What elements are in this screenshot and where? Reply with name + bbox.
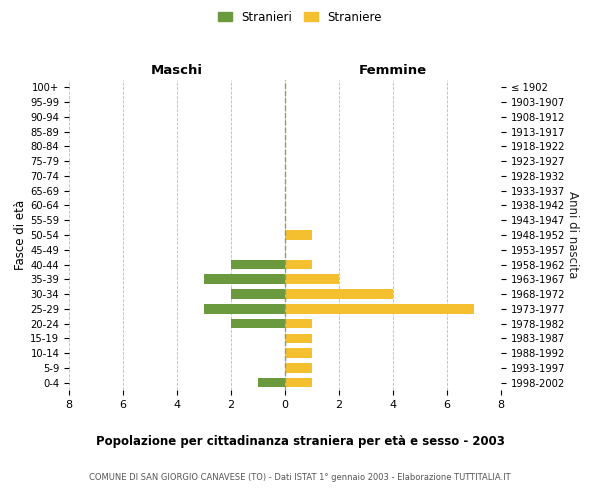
Bar [258, 378, 285, 388]
Y-axis label: Anni di nascita: Anni di nascita [566, 192, 579, 278]
Bar [285, 378, 312, 388]
Bar [285, 230, 312, 240]
Text: COMUNE DI SAN GIORGIO CANAVESE (TO) - Dati ISTAT 1° gennaio 2003 - Elaborazione : COMUNE DI SAN GIORGIO CANAVESE (TO) - Da… [89, 472, 511, 482]
Bar [285, 348, 312, 358]
Text: Maschi: Maschi [151, 64, 203, 77]
Bar [204, 304, 285, 314]
Bar [285, 319, 312, 328]
Bar [285, 363, 312, 372]
Bar [231, 260, 285, 270]
Bar [231, 289, 285, 299]
Y-axis label: Fasce di età: Fasce di età [14, 200, 28, 270]
Bar [231, 319, 285, 328]
Bar [285, 260, 312, 270]
Bar [204, 274, 285, 284]
Legend: Stranieri, Straniere: Stranieri, Straniere [213, 6, 387, 28]
Bar [285, 304, 474, 314]
Bar [285, 289, 393, 299]
Bar [285, 274, 339, 284]
Bar [285, 334, 312, 343]
Text: Femmine: Femmine [359, 64, 427, 77]
Text: Popolazione per cittadinanza straniera per età e sesso - 2003: Popolazione per cittadinanza straniera p… [95, 435, 505, 448]
